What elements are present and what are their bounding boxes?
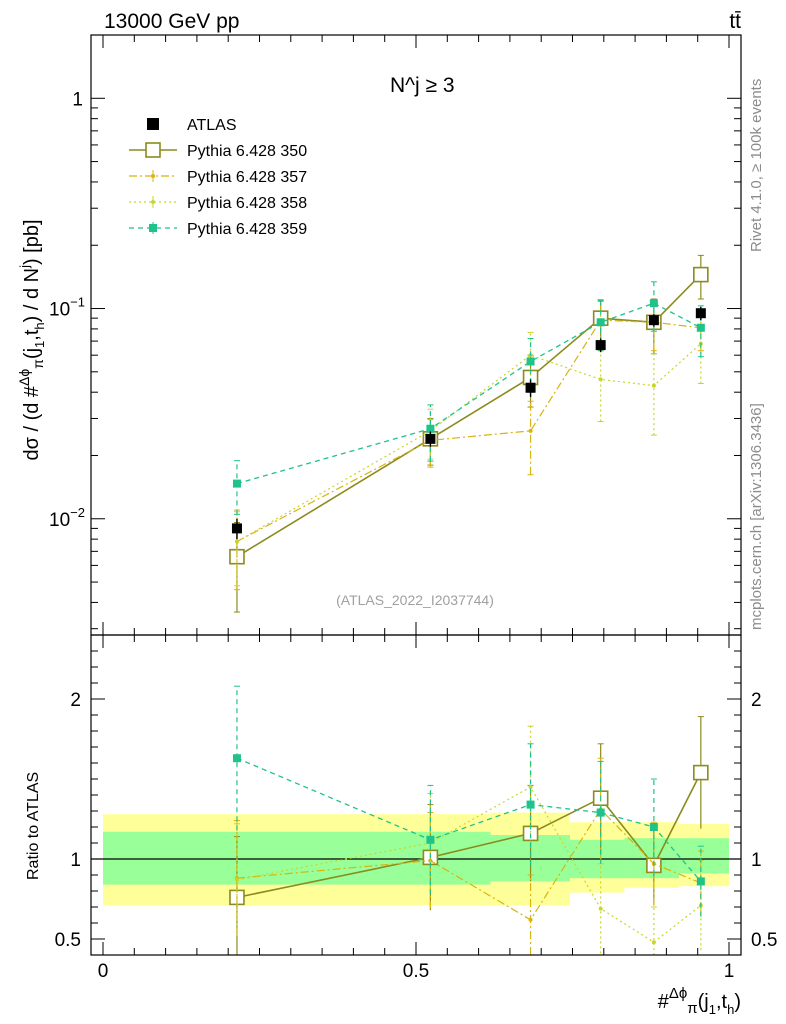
legend-label: Pythia 6.428 350 [187,143,307,160]
atlas-point [425,433,436,444]
data-point [693,266,709,283]
ratio-y-tick-label: 1 [70,850,81,871]
ratio-point [693,764,709,781]
data-point [596,318,605,327]
ratio-point [426,835,435,844]
data-point [426,424,435,433]
legend-marker [151,200,155,204]
ratio-point [528,917,533,922]
y-tick-label: 10−1 [49,295,85,321]
ratio-y-tick-label: 0.5 [55,930,81,951]
legend-marker [147,118,159,130]
legend-marker [145,142,161,158]
ratio-uncertainty-bands [91,812,741,906]
legend-label: Pythia 6.428 359 [187,221,307,238]
ratio-line [236,786,702,943]
ratio-point [526,800,535,809]
legend-label: ATLAS [187,117,237,134]
data-point [232,479,241,488]
ratio-y-tick-label-right: 2 [751,690,762,711]
data-point [234,539,239,544]
atlas-point [595,340,606,351]
legend-entry: Pythia 6.428 350 [129,142,307,160]
njet-annotation: N^j ≥ 3 [390,74,455,97]
atlas-point [648,315,659,326]
ratio-band-inner [678,838,729,874]
ratio-y-tick-label-right: 1 [751,850,762,871]
legend-entry: Pythia 6.428 357 [129,169,307,186]
rivet-label: Rivet 4.1.0, ≥ 100k events [748,79,765,252]
mcplots-label: mcplots.cern.ch [arXiv:1306.3436] [748,403,765,630]
series-line [236,302,702,485]
ratio-point [696,877,705,886]
data-point [528,428,533,433]
ratio-line [236,808,702,921]
y-tick-label: 1 [72,89,83,110]
legend-label: Pythia 6.428 357 [187,169,307,186]
x-tick-label: 0.5 [403,961,429,982]
series-ATLAS [231,306,706,540]
ratio-point [232,754,241,763]
ratio-point [596,808,605,817]
data-point [651,383,656,388]
legend-entry: Pythia 6.428 358 [129,195,307,212]
x-tick-label: 1 [724,961,735,982]
data-point [598,377,603,382]
chart-marks [229,254,709,955]
legend-marker [149,224,157,232]
legend-label: Pythia 6.428 358 [187,195,307,212]
analysis-tag: (ATLAS_2022_I2037744) [336,592,494,608]
series-line [236,319,701,542]
x-axis-title-text: #Δϕπ(j1,th) [658,985,741,1017]
ratio-y-axis-title: Ratio to ATLAS [25,772,42,880]
chart-axes: 0 0.5 1 1 10−1 10−2 2 2 1 1 0.5 0.5 [49,34,777,982]
main-y-axis-title-text: dσ / (d #Δϕπ(j1,th) / d Nj) [pb] [16,219,47,460]
ratio-y-tick-label: 2 [70,690,81,711]
atlas-point [525,382,536,393]
x-tick-label: 0 [98,961,109,982]
atlas-point [231,523,242,534]
legend-entry: ATLAS [147,117,237,134]
atlas-point [695,308,706,319]
ratio-point [649,823,658,831]
ratio-point [651,940,656,945]
legend-entry: Pythia 6.428 359 [129,221,307,238]
series-line [236,274,702,558]
ratio-line [236,757,702,882]
process-label: tt̄ [729,10,741,33]
data-point [696,323,705,332]
ratio-plot-frame [90,634,742,956]
series-line [236,343,702,542]
ratio-point [598,906,603,911]
series-Pythia-6428-359 [232,281,705,917]
ratio-point [528,785,533,789]
data-point [649,299,658,308]
energy-label: 13000 GeV pp [104,10,239,33]
legend: ATLAS Pythia 6.428 350 Pythia 6.428 357 Pyt… [129,117,307,238]
ratio-point [234,877,239,882]
data-point [526,357,535,366]
ratio-y-tick-label-right: 0.5 [751,930,777,951]
main-y-axis-title: dσ / (d #Δϕπ(j1,th) / d Nj) [pb] [16,219,47,460]
y-tick-label: 10−2 [49,505,85,531]
legend-marker [151,174,155,178]
x-axis-title: #Δϕπ(j1,th) [658,985,741,1017]
